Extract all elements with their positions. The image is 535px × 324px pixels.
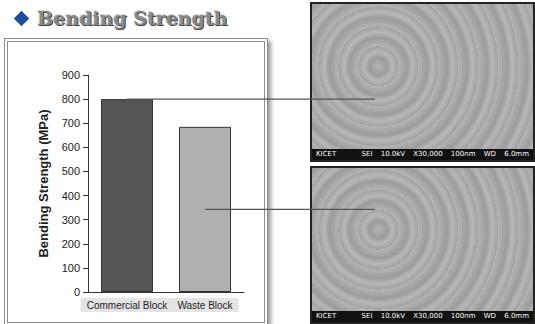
svg-text:Commercial Block: Commercial Block [87,300,169,311]
svg-text:600: 600 [62,141,80,153]
svg-text:400: 400 [62,190,80,202]
html-text:SEI 10.0kV X30,000 100nm WD 6.: SEI 10.0kV X30,000 100nm WD 6.0mm [361,150,529,158]
svg-text:200: 200 [62,238,80,250]
svg-text:900: 900 [62,69,80,81]
svg-text:300: 300 [62,214,80,226]
svg-text:500: 500 [62,165,80,177]
html-text:SEI 10.0kV X30,000 100nm WD 6.: SEI 10.0kV X30,000 100nm WD 6.0mm [361,312,529,320]
svg-text:Bending Strength (MPa): Bending Strength (MPa) [36,109,51,257]
html-text:Bending Strength: Bending Strength [37,7,228,29]
svg-text:0: 0 [74,286,80,298]
svg-text:800: 800 [62,93,80,105]
html-text:KICET: KICET [316,150,337,158]
svg-text:100: 100 [62,262,80,274]
html-text:KICET: KICET [316,312,337,320]
svg-text:700: 700 [62,117,80,129]
svg-text:Waste Block: Waste Block [177,300,233,311]
